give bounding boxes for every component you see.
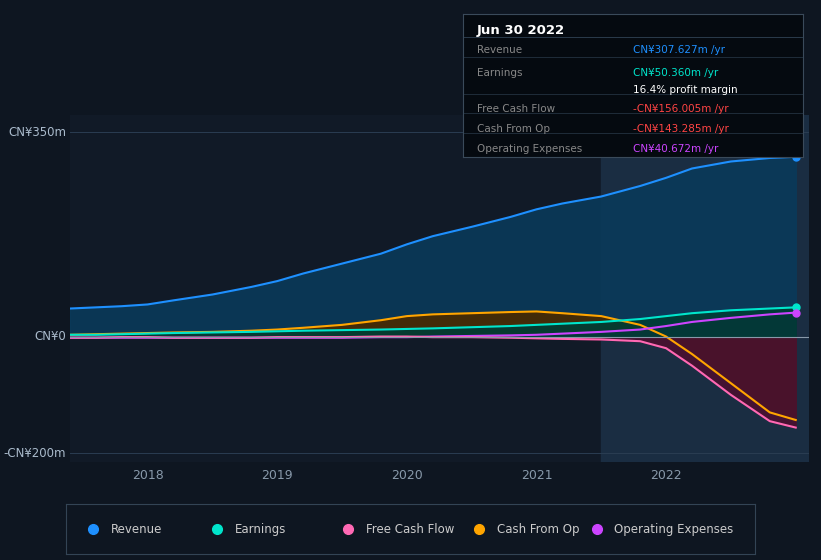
Text: Operating Expenses: Operating Expenses — [614, 522, 733, 536]
Text: CN¥350m: CN¥350m — [8, 126, 66, 139]
Text: CN¥40.672m /yr: CN¥40.672m /yr — [633, 144, 718, 154]
Text: Revenue: Revenue — [111, 522, 162, 536]
Text: Free Cash Flow: Free Cash Flow — [477, 104, 555, 114]
Text: 16.4% profit margin: 16.4% profit margin — [633, 85, 737, 95]
Text: CN¥50.360m /yr: CN¥50.360m /yr — [633, 68, 718, 78]
Text: Cash From Op: Cash From Op — [497, 522, 579, 536]
Text: CN¥0: CN¥0 — [34, 330, 66, 343]
Bar — [601, 115, 809, 462]
Text: CN¥307.627m /yr: CN¥307.627m /yr — [633, 45, 725, 55]
Text: Free Cash Flow: Free Cash Flow — [365, 522, 454, 536]
Text: -CN¥200m: -CN¥200m — [3, 447, 66, 460]
Text: -CN¥156.005m /yr: -CN¥156.005m /yr — [633, 104, 728, 114]
Text: Earnings: Earnings — [235, 522, 286, 536]
Text: Earnings: Earnings — [477, 68, 522, 78]
Text: -CN¥143.285m /yr: -CN¥143.285m /yr — [633, 124, 729, 134]
Text: Revenue: Revenue — [477, 45, 522, 55]
Text: Operating Expenses: Operating Expenses — [477, 144, 582, 154]
Text: Cash From Op: Cash From Op — [477, 124, 549, 134]
Text: Jun 30 2022: Jun 30 2022 — [477, 24, 565, 37]
